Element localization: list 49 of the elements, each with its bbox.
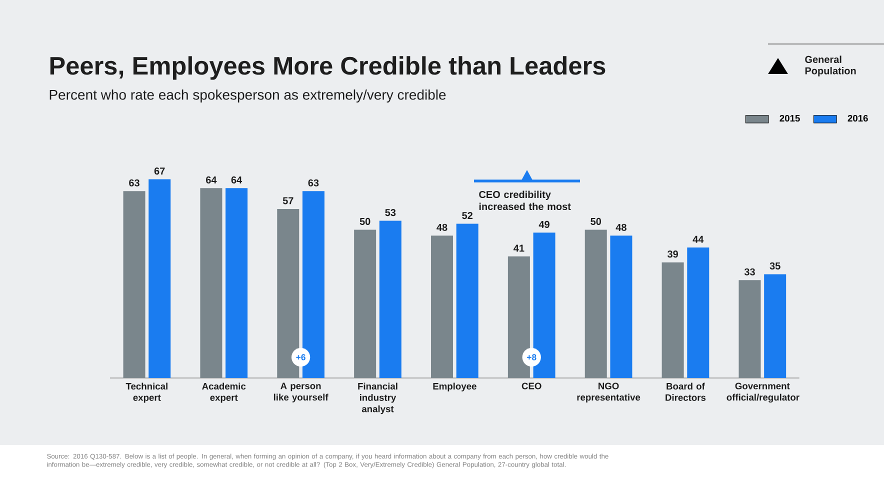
x-tick-label: Board of Directors: [666, 382, 706, 401]
bar: [584, 230, 607, 378]
data-label: 64: [206, 176, 217, 184]
x-tick-label: Financial industry analyst: [358, 382, 398, 414]
bar: [610, 236, 632, 378]
data-label: 33: [744, 268, 755, 276]
annotation: +6: [296, 354, 306, 360]
x-tick-label: Academic expert: [202, 382, 246, 403]
data-label: 63: [308, 179, 319, 186]
data-label: 57: [282, 197, 294, 204]
bar: [662, 262, 684, 378]
legend-title: General Population: [805, 56, 856, 76]
bar: [226, 188, 248, 378]
legend-label: 2016: [848, 114, 868, 122]
data-label: 35: [770, 262, 780, 270]
bar: [764, 274, 786, 378]
chart-title: Peers, Employees More Credible than Leaders: [50, 56, 606, 80]
data-label: 50: [360, 218, 370, 225]
data-label: 52: [462, 212, 473, 220]
data-label: 67: [154, 167, 165, 175]
annotation: CEO credibility increased the most: [479, 190, 571, 210]
data-label: 39: [667, 250, 678, 258]
x-tick-label: Employee: [433, 382, 476, 392]
x-tick-label: A person like yourself: [274, 382, 328, 402]
x-tick-label: NGO representative: [577, 382, 640, 403]
bar: [354, 230, 376, 378]
bar: [200, 188, 222, 378]
data-label: 41: [514, 244, 524, 252]
data-label: 53: [385, 209, 396, 216]
bar: [379, 220, 402, 378]
data-label: 48: [436, 224, 448, 231]
x-tick-label: Technical expert: [126, 382, 168, 403]
bar: [687, 248, 710, 378]
bar: [456, 224, 478, 378]
bar: [123, 191, 146, 378]
data-label: 50: [590, 218, 602, 225]
data-label: 44: [692, 236, 704, 243]
bar: [431, 236, 454, 378]
data-label: 63: [129, 179, 140, 186]
data-label: 64: [231, 176, 242, 184]
chart-subtitle: Percent who rate each spokesperson as extremely/very credible: [50, 89, 446, 103]
data-label: 49: [538, 220, 550, 228]
x-tick-label: CEO: [522, 382, 542, 390]
bar: [148, 179, 171, 378]
x-tick-label: Government official/regulator: [726, 382, 800, 403]
data-label: 48: [616, 224, 626, 231]
legend-label: 2015: [780, 114, 800, 122]
bar: [738, 280, 761, 378]
annotation: +8: [527, 354, 536, 360]
